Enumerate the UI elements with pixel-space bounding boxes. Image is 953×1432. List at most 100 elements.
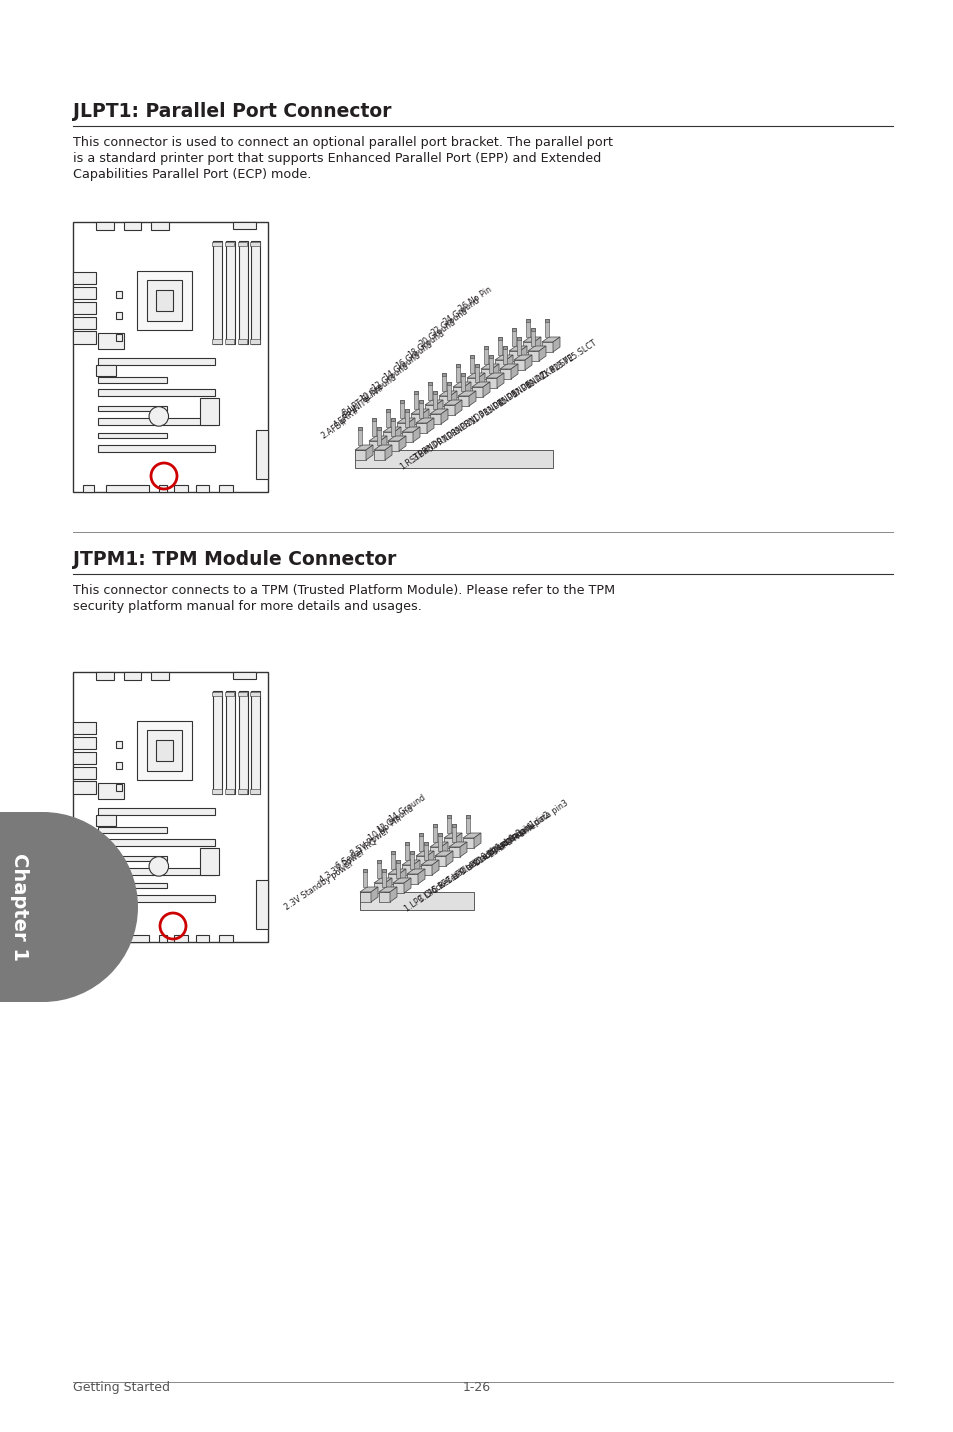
Bar (73, 782, 96, 793)
Text: 3.PRND0: 3.PRND0 (412, 435, 445, 463)
Bar (98, 390, 215, 397)
Polygon shape (505, 355, 513, 369)
Text: 11.PRND4: 11.PRND4 (468, 397, 505, 427)
Polygon shape (435, 856, 446, 866)
Text: 1.RSTB#: 1.RSTB# (397, 444, 432, 471)
Bar (372, 418, 375, 435)
Text: Capabilities Parallel Port (ECP) mode.: Capabilities Parallel Port (ECP) mode. (73, 168, 311, 180)
Bar (73, 722, 96, 735)
Polygon shape (390, 886, 396, 902)
Bar (219, 485, 233, 493)
Polygon shape (440, 842, 448, 856)
Circle shape (149, 856, 169, 876)
Polygon shape (462, 833, 480, 838)
Polygon shape (385, 445, 392, 460)
Bar (391, 851, 395, 869)
Polygon shape (413, 861, 419, 875)
Bar (213, 241, 222, 344)
Bar (391, 851, 395, 853)
Bar (405, 410, 409, 427)
Text: 14.Ground: 14.Ground (387, 792, 427, 823)
Text: 25.SLCT: 25.SLCT (565, 338, 598, 364)
Bar (381, 869, 386, 886)
Text: 10.Ground: 10.Ground (357, 372, 397, 404)
Polygon shape (455, 400, 461, 415)
Polygon shape (374, 445, 392, 450)
Text: Chapter 1: Chapter 1 (10, 853, 29, 961)
Bar (517, 337, 520, 339)
Polygon shape (457, 391, 476, 397)
Polygon shape (374, 450, 385, 460)
Polygon shape (453, 382, 471, 387)
Polygon shape (382, 427, 400, 432)
Polygon shape (430, 410, 448, 414)
Bar (405, 410, 409, 412)
Polygon shape (432, 861, 438, 875)
Polygon shape (457, 397, 469, 407)
Bar (386, 410, 390, 412)
Text: 23.PE: 23.PE (552, 352, 575, 372)
Polygon shape (436, 400, 442, 415)
Bar (531, 328, 535, 331)
Bar (158, 485, 167, 493)
Bar (428, 382, 432, 400)
Bar (418, 833, 422, 836)
Polygon shape (485, 372, 503, 378)
Bar (489, 355, 493, 372)
Text: 19.ACK#: 19.ACK# (523, 364, 558, 391)
Bar (98, 377, 167, 382)
Bar (423, 842, 428, 845)
Text: 6.Serial IRQ: 6.Serial IRQ (335, 836, 378, 871)
Bar (256, 430, 268, 478)
Bar (73, 316, 96, 329)
Text: 8.5V Power: 8.5V Power (348, 825, 391, 858)
Polygon shape (388, 441, 398, 451)
Polygon shape (534, 337, 540, 352)
Bar (147, 729, 182, 770)
Polygon shape (401, 865, 413, 875)
Bar (219, 935, 233, 942)
Bar (386, 410, 390, 427)
Bar (475, 364, 478, 382)
Bar (98, 882, 167, 888)
Bar (531, 328, 535, 347)
Bar (250, 339, 259, 344)
Polygon shape (355, 445, 373, 450)
Bar (96, 815, 115, 826)
Bar (391, 418, 395, 435)
Polygon shape (430, 842, 448, 846)
Bar (441, 372, 446, 391)
Text: 8.LPT SLIN#: 8.LPT SLIN# (340, 384, 386, 418)
Bar (195, 935, 210, 942)
Bar (98, 332, 124, 349)
Bar (98, 783, 124, 799)
Bar (213, 789, 221, 793)
Polygon shape (359, 886, 377, 892)
Bar (381, 869, 386, 872)
Bar (96, 672, 113, 680)
Bar (489, 355, 493, 358)
Bar (174, 935, 188, 942)
Bar (428, 382, 432, 385)
Bar (376, 427, 380, 445)
Bar (73, 672, 268, 942)
Bar (441, 372, 446, 377)
Polygon shape (438, 397, 450, 407)
Bar (502, 347, 506, 349)
Bar (252, 690, 260, 793)
Polygon shape (401, 427, 419, 432)
Bar (376, 861, 380, 863)
Polygon shape (388, 435, 406, 441)
Polygon shape (453, 387, 463, 397)
Text: security platform manual for more details and usages.: security platform manual for more detail… (73, 600, 421, 613)
Bar (410, 851, 414, 853)
Bar (96, 365, 115, 377)
Bar (256, 879, 268, 928)
Polygon shape (499, 364, 517, 369)
Text: Getting Started: Getting Started (73, 1380, 170, 1393)
Polygon shape (514, 359, 524, 369)
Bar (226, 241, 234, 344)
Bar (98, 808, 215, 815)
Bar (115, 785, 122, 790)
Text: 6.PINIT#: 6.PINIT# (340, 395, 374, 421)
